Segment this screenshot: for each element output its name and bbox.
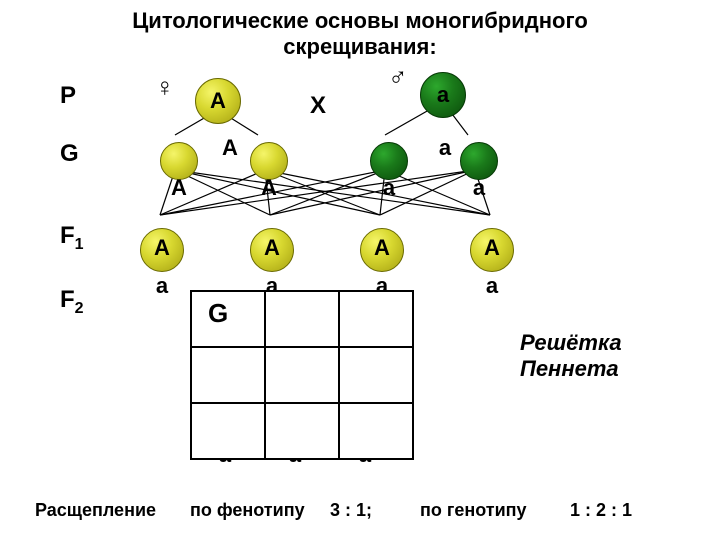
pheno-label: по фенотипу [190, 500, 305, 521]
f1-top-3: A [484, 235, 500, 261]
punnett-note: РешёткаПеннета [520, 330, 622, 382]
row-label-F2: F2 [60, 286, 84, 318]
female-symbol: ♀ [155, 72, 175, 103]
row-label-F1: F1 [60, 222, 84, 254]
f1-top-0: A [154, 235, 170, 261]
gamete-label-0: A [171, 175, 187, 201]
f1-top-1: A [264, 235, 280, 261]
f1-top-2: A [374, 235, 390, 261]
g-mid-left: A [222, 135, 238, 161]
male-symbol: ♂ [388, 62, 408, 93]
gamete-label-3: a [473, 175, 485, 201]
gamete-label-2: a [383, 175, 395, 201]
row-label-P: P [60, 82, 76, 110]
cross-symbol: Х [310, 92, 326, 120]
geno-label: по генотипу [420, 500, 527, 521]
punnett-G-label: G [208, 298, 228, 329]
gamete-label-1: A [261, 175, 277, 201]
pheno-ratio: 3 : 1; [330, 500, 372, 521]
split-label: Расщепление [35, 500, 156, 521]
parent-male-allele: a [437, 82, 449, 108]
geno-ratio: 1 : 2 : 1 [570, 500, 632, 521]
row-label-G: G [60, 140, 79, 168]
diagram-title: Цитологические основы моногибридного скр… [0, 0, 720, 61]
f1-bot-3: a [486, 273, 498, 299]
f1-bot-0: a [156, 273, 168, 299]
g-mid-right: a [439, 135, 451, 161]
parent-female-allele: A [210, 88, 226, 114]
